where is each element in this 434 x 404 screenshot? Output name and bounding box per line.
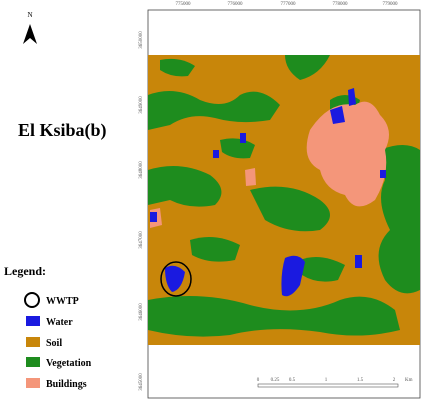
legend-swatch <box>26 378 40 388</box>
x-label: 778000 <box>333 2 349 7</box>
legend-swatch <box>25 293 39 307</box>
scale-label: 0.25 <box>271 378 280 383</box>
y-label: 3649000 <box>139 96 144 114</box>
y-label: 3646000 <box>139 303 144 321</box>
x-label: 776000 <box>228 2 244 7</box>
north-label: N <box>27 11 32 19</box>
legend-swatch <box>26 357 40 367</box>
scale-label: 1.5 <box>357 378 364 383</box>
legend-label: Water <box>46 317 73 328</box>
scale-unit: Km <box>405 378 413 383</box>
legend-label: WWTP <box>46 296 79 307</box>
y-label: 3645000 <box>139 373 144 391</box>
map-figure: N El Ksiba(b) <box>0 0 434 399</box>
legend-label: Soil <box>46 338 62 349</box>
x-label: 779000 <box>383 2 399 7</box>
legend-title: Legend: <box>4 264 46 278</box>
legend-label: Vegetation <box>46 358 92 369</box>
map-area <box>148 55 420 345</box>
y-label: 3648000 <box>139 161 144 179</box>
legend-swatch <box>26 316 40 326</box>
y-label: 3647000 <box>139 231 144 249</box>
map-title: El Ksiba(b) <box>18 120 107 141</box>
legend-label: Buildings <box>46 379 87 390</box>
legend-swatch <box>26 337 40 347</box>
north-arrow <box>23 24 37 44</box>
x-label: 777000 <box>281 2 297 7</box>
y-label: 3650000 <box>139 31 144 49</box>
scale-label: 0.5 <box>289 378 296 383</box>
x-label: 775000 <box>176 2 192 7</box>
